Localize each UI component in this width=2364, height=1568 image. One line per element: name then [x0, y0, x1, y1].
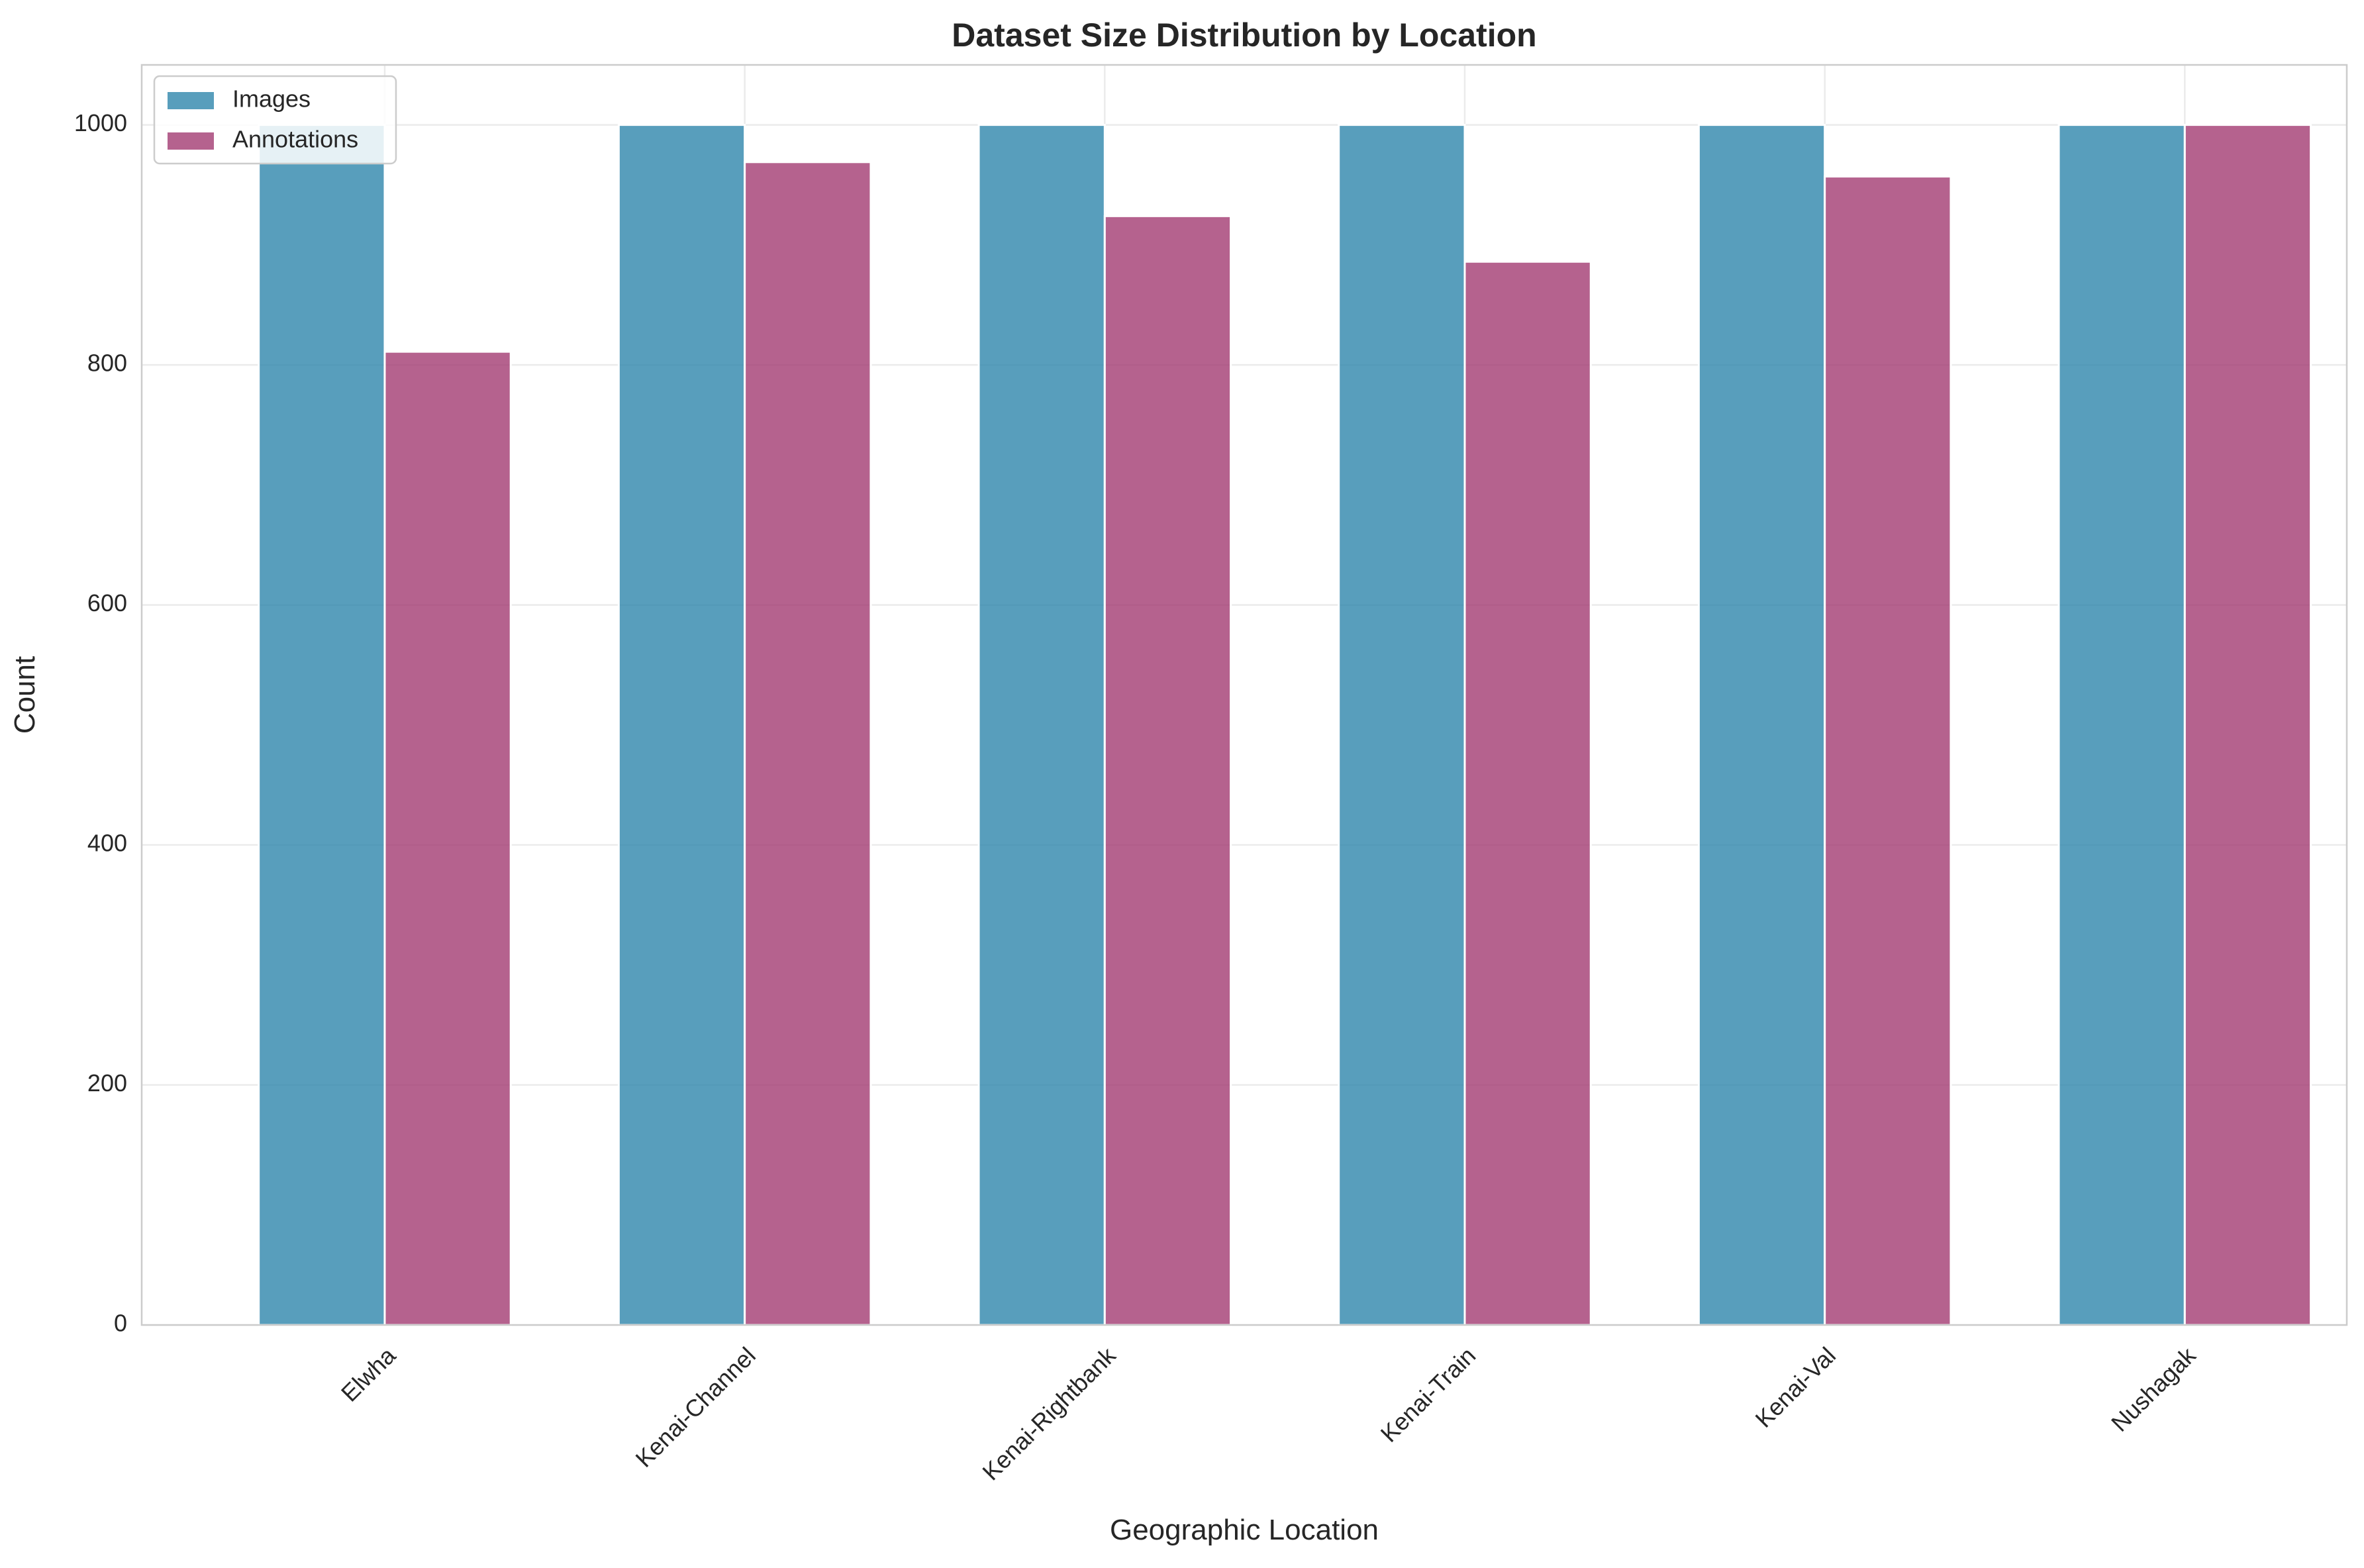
y-axis-ticks: 0 200 400 600 800 1000 [74, 109, 127, 1336]
bar-images-nushagak [2057, 124, 2186, 1326]
bar-images-kenai-channel [617, 124, 746, 1326]
y-tick-label: 1000 [74, 109, 127, 136]
bar-annotations-elwha [383, 350, 512, 1326]
bar-annotations-kenai-val [1824, 175, 1952, 1326]
legend-label-images: Images [232, 85, 311, 113]
bar-images-kenai-val [1697, 124, 1826, 1326]
bar-annotations-kenai-channel [744, 161, 872, 1326]
bars [258, 124, 2312, 1326]
x-axis-label: Geographic Location [1110, 1514, 1379, 1546]
bar-images-kenai-train [1338, 124, 1466, 1326]
y-tick-label: 600 [87, 589, 127, 616]
legend-label-annotations: Annotations [232, 126, 358, 153]
bar-annotations-kenai-train [1463, 260, 1592, 1326]
y-tick-label: 400 [87, 830, 127, 857]
legend: Images Annotations [153, 75, 397, 165]
plot-frame [140, 64, 2348, 1326]
chart-title: Dataset Size Distribution by Location [952, 17, 1536, 54]
y-tick-label: 800 [87, 350, 127, 377]
y-axis-label: Count [9, 656, 41, 734]
bar-images-elwha [258, 124, 386, 1326]
legend-box [153, 75, 397, 165]
bar-annotations-kenai-rightbank [1103, 215, 1232, 1326]
y-tick-label: 200 [87, 1069, 127, 1097]
bar-images-kenai-rightbank [977, 124, 1106, 1326]
bar-annotations-nushagak [2183, 124, 2312, 1326]
legend-swatch-annotations [168, 132, 214, 150]
legend-swatch-images [168, 92, 214, 109]
y-tick-label: 0 [114, 1310, 127, 1337]
